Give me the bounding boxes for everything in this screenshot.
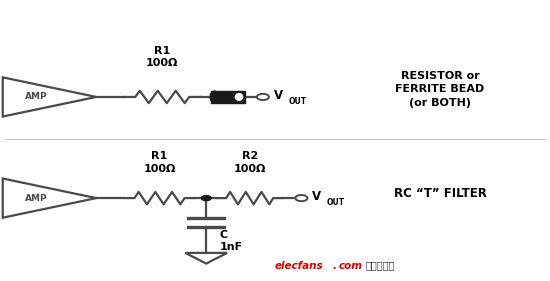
Text: OUT: OUT <box>288 97 306 106</box>
Text: RESISTOR or: RESISTOR or <box>400 71 480 81</box>
Bar <box>211 91 245 103</box>
Text: (or BOTH): (or BOTH) <box>409 98 471 108</box>
Text: .: . <box>333 260 337 271</box>
Circle shape <box>295 195 307 201</box>
Text: $\mathbf{V}$: $\mathbf{V}$ <box>311 190 322 203</box>
Text: 100Ω: 100Ω <box>234 164 266 174</box>
Text: 100Ω: 100Ω <box>146 58 178 68</box>
Text: 100Ω: 100Ω <box>144 164 175 174</box>
Text: AMP: AMP <box>25 194 48 203</box>
Circle shape <box>257 94 269 100</box>
Ellipse shape <box>234 92 244 102</box>
Text: FERRITE BEAD: FERRITE BEAD <box>395 83 485 94</box>
Text: AMP: AMP <box>25 92 48 101</box>
Text: R1: R1 <box>154 46 170 56</box>
Text: OUT: OUT <box>327 198 345 207</box>
Text: 1nF: 1nF <box>220 242 243 251</box>
Text: elecfans: elecfans <box>275 260 323 271</box>
Text: RC “T” FILTER: RC “T” FILTER <box>394 187 486 200</box>
Text: com: com <box>338 260 362 271</box>
Ellipse shape <box>210 91 219 103</box>
Text: $\mathbf{V}$: $\mathbf{V}$ <box>273 89 284 102</box>
Text: C: C <box>220 230 228 240</box>
Text: 电子发烧友: 电子发烧友 <box>366 260 395 271</box>
Text: R2: R2 <box>242 151 258 161</box>
Text: R1: R1 <box>151 151 168 161</box>
Circle shape <box>201 196 211 201</box>
